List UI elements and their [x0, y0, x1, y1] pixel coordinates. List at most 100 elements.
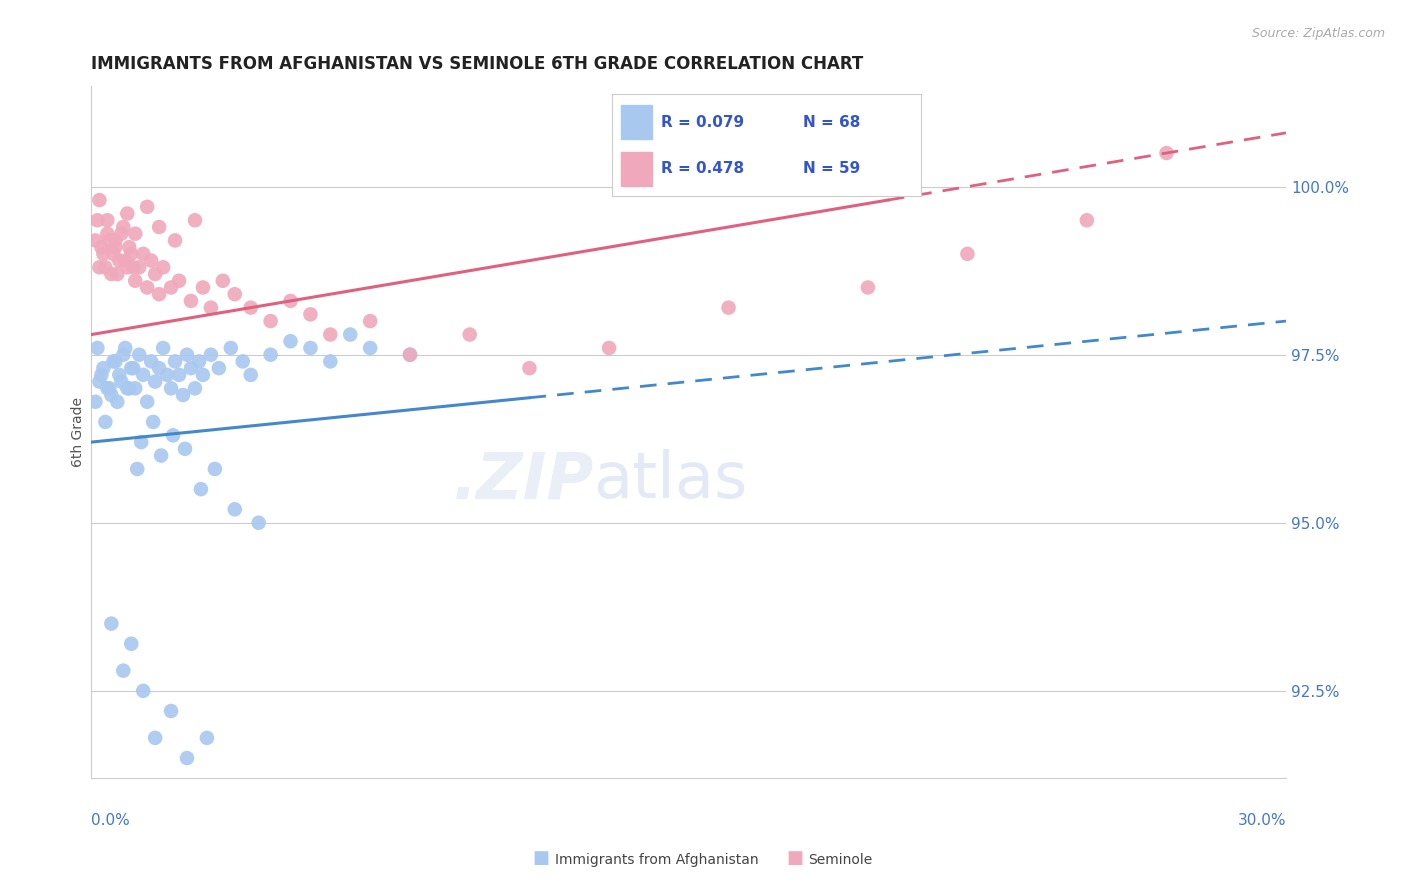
Point [98, 381, 121, 395]
Point [200, 348, 222, 362]
Point [112, 219, 135, 234]
Point [94, 260, 117, 275]
Text: 30.0%: 30.0% [1237, 813, 1286, 828]
Point [124, 227, 146, 241]
Text: ■: ■ [533, 849, 550, 867]
Point [93, 361, 115, 376]
Text: Seminole: Seminole [808, 853, 873, 867]
Text: R = 0.478: R = 0.478 [661, 161, 744, 176]
Text: Source: ZipAtlas.com: Source: ZipAtlas.com [1251, 27, 1385, 40]
Point [143, 267, 166, 281]
Point [141, 354, 163, 368]
Point [108, 253, 131, 268]
Point [259, 314, 281, 328]
Y-axis label: 6th Grade: 6th Grade [72, 397, 86, 467]
Point [100, 267, 122, 281]
Point [120, 361, 142, 376]
Point [174, 442, 197, 456]
Text: .ZIP: .ZIP [451, 450, 593, 511]
Point [124, 274, 146, 288]
Point [191, 280, 214, 294]
Point [114, 253, 136, 268]
Point [142, 415, 165, 429]
Text: 0.0%: 0.0% [91, 813, 131, 828]
Point [96, 227, 118, 241]
Point [160, 381, 183, 395]
Point [148, 287, 170, 301]
Point [118, 381, 141, 395]
Point [956, 247, 979, 261]
Point [1156, 146, 1178, 161]
Point [118, 240, 141, 254]
Text: N = 68: N = 68 [803, 115, 860, 130]
Point [232, 354, 254, 368]
Point [120, 637, 142, 651]
Point [112, 348, 135, 362]
Point [114, 341, 136, 355]
Point [239, 368, 262, 382]
Point [208, 361, 231, 376]
Point [143, 375, 166, 389]
Point [120, 247, 142, 261]
Point [103, 354, 125, 368]
Point [180, 361, 202, 376]
Point [399, 348, 422, 362]
Point [141, 253, 163, 268]
Point [299, 307, 322, 321]
Point [124, 381, 146, 395]
Point [104, 240, 127, 254]
Bar [621, 105, 652, 139]
Point [136, 394, 159, 409]
Point [299, 341, 322, 355]
Point [598, 341, 620, 355]
Point [172, 388, 194, 402]
Point [191, 368, 214, 382]
Point [94, 415, 117, 429]
Point [148, 219, 170, 234]
Point [129, 435, 152, 450]
Point [239, 301, 262, 315]
Point [89, 193, 111, 207]
Point [195, 731, 218, 745]
Bar [621, 153, 652, 186]
Point [165, 234, 187, 248]
Point [132, 683, 155, 698]
Point [458, 327, 481, 342]
Point [122, 260, 145, 275]
Point [399, 348, 422, 362]
Point [117, 206, 139, 220]
Point [176, 751, 198, 765]
Point [122, 361, 145, 376]
Point [89, 375, 111, 389]
Point [117, 381, 139, 395]
Point [90, 240, 112, 254]
Point [100, 616, 122, 631]
Point [180, 293, 202, 308]
Point [204, 462, 226, 476]
Point [176, 348, 198, 362]
Point [127, 462, 149, 476]
Point [184, 381, 207, 395]
Point [90, 368, 112, 382]
Point [105, 394, 128, 409]
Point [110, 227, 132, 241]
Point [86, 213, 108, 227]
Point [104, 354, 127, 368]
Point [856, 280, 879, 294]
Point [280, 334, 302, 349]
Point [167, 274, 190, 288]
Point [108, 368, 131, 382]
Text: IMMIGRANTS FROM AFGHANISTAN VS SEMINOLE 6TH GRADE CORRELATION CHART: IMMIGRANTS FROM AFGHANISTAN VS SEMINOLE … [91, 55, 863, 73]
Point [136, 200, 159, 214]
Text: ■: ■ [786, 849, 803, 867]
Point [96, 213, 118, 227]
Point [259, 348, 281, 362]
Point [148, 361, 170, 376]
Point [162, 428, 184, 442]
Point [187, 354, 209, 368]
Point [319, 327, 342, 342]
Point [200, 301, 222, 315]
Point [359, 341, 381, 355]
Text: Immigrants from Afghanistan: Immigrants from Afghanistan [555, 853, 759, 867]
Text: atlas: atlas [593, 450, 748, 511]
